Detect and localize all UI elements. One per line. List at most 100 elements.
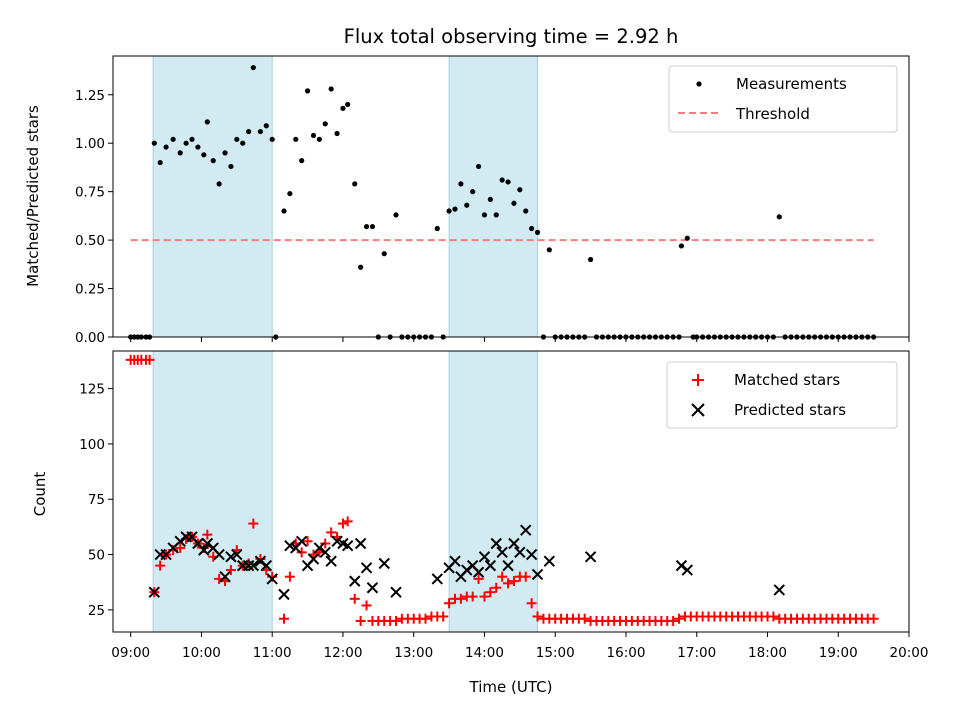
data-point xyxy=(684,235,690,241)
data-point xyxy=(198,544,210,556)
data-point xyxy=(446,208,452,214)
cross-b xyxy=(675,559,688,572)
data-point xyxy=(361,600,372,611)
measurements-legend-label: Measurements xyxy=(736,75,847,93)
bottom-legend-frame xyxy=(666,361,898,429)
cross-b xyxy=(284,540,296,552)
cross-b xyxy=(584,551,597,563)
data-point xyxy=(514,546,526,559)
top-legend: Measurements Threshold xyxy=(668,65,898,133)
data-point xyxy=(313,542,326,554)
data-point xyxy=(254,555,267,567)
data-point xyxy=(534,229,541,235)
data-point xyxy=(523,208,529,214)
data-point xyxy=(529,225,535,232)
series-predicted-stars xyxy=(148,524,785,601)
data-point xyxy=(484,559,497,572)
top-legend-frame xyxy=(668,65,898,133)
data-point xyxy=(302,536,313,547)
y-tick-label: 0.75 xyxy=(75,185,105,201)
x-tick-label: 09:00 xyxy=(111,645,150,661)
data-point xyxy=(503,578,514,589)
y-tick-label: 1.00 xyxy=(75,136,105,152)
data-point xyxy=(328,86,334,92)
cross-b xyxy=(341,540,354,552)
data-point xyxy=(773,584,785,596)
data-point xyxy=(349,575,361,587)
data-point xyxy=(341,540,354,552)
x-tick-label: 17:00 xyxy=(677,645,716,661)
cross-b xyxy=(431,573,444,585)
data-point xyxy=(475,163,482,170)
series-matched-stars xyxy=(125,354,879,626)
data-point xyxy=(295,535,308,547)
data-point xyxy=(225,551,237,563)
data-point xyxy=(381,251,387,257)
data-point xyxy=(216,181,222,187)
observing-window-1 xyxy=(448,55,538,338)
data-point xyxy=(278,613,289,624)
data-point xyxy=(307,553,320,565)
cross-b xyxy=(531,568,544,581)
data-point xyxy=(334,130,340,137)
data-point xyxy=(266,573,278,585)
observing-window-1 xyxy=(448,350,538,633)
data-point xyxy=(148,586,160,598)
cross-b xyxy=(502,559,514,572)
data-point xyxy=(868,613,879,624)
y-tick-label: 25 xyxy=(88,603,105,619)
threshold-legend-label: Threshold xyxy=(735,105,810,123)
data-point xyxy=(487,196,493,203)
data-point xyxy=(234,136,240,142)
data-point xyxy=(449,555,461,567)
cross-b xyxy=(496,546,508,559)
data-point xyxy=(319,546,331,559)
data-point xyxy=(438,611,449,622)
data-point xyxy=(151,140,157,146)
cross-b xyxy=(198,544,210,556)
data-point xyxy=(183,140,189,146)
data-point xyxy=(579,613,590,624)
x-tick-label: 10:00 xyxy=(182,645,221,661)
data-point xyxy=(493,212,499,218)
data-point xyxy=(531,568,544,581)
data-point xyxy=(287,190,293,197)
data-point xyxy=(296,547,307,558)
cross-b xyxy=(514,546,526,559)
top-y-axis-label: Matched/Predicted stars xyxy=(24,105,42,287)
plot-frame xyxy=(112,350,910,633)
data-point xyxy=(331,535,343,547)
observing-window-0 xyxy=(152,350,273,633)
data-point xyxy=(281,208,287,214)
count-panel: 25 50 75 100 125 09:00 10:00 11:00 12:00 13:00 14:… xyxy=(79,350,928,661)
cross-b xyxy=(349,575,361,587)
y-tick-label: 50 xyxy=(88,548,105,564)
data-point xyxy=(342,516,353,527)
data-point xyxy=(393,212,399,218)
data-point xyxy=(242,559,255,572)
data-point xyxy=(177,150,183,156)
y-tick-label: 125 xyxy=(79,382,105,398)
data-point xyxy=(322,121,328,127)
data-point xyxy=(481,212,488,218)
data-point xyxy=(222,150,228,156)
data-point xyxy=(675,559,688,572)
data-point xyxy=(246,128,252,135)
data-point xyxy=(310,132,317,139)
cross-b xyxy=(773,584,785,596)
matched-legend-label: Matched stars xyxy=(734,371,840,389)
data-point xyxy=(588,256,594,263)
data-point xyxy=(517,187,523,193)
data-point xyxy=(260,559,273,572)
data-point xyxy=(247,559,260,572)
cross-b xyxy=(484,559,497,572)
data-point xyxy=(316,136,322,142)
x-tick-label: 18:00 xyxy=(748,645,787,661)
cross-b xyxy=(354,537,367,550)
data-point xyxy=(278,588,290,601)
data-point xyxy=(668,615,679,626)
data-point xyxy=(520,571,531,582)
cross-b xyxy=(337,537,349,550)
cross-b xyxy=(449,555,461,567)
